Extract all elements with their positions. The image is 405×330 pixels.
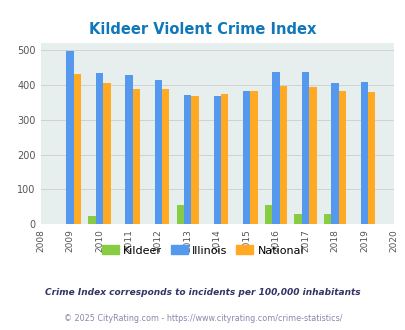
Bar (338, 91, 345, 224)
Bar (367, 92, 375, 224)
Bar (74, 74, 81, 224)
Bar (242, 91, 250, 224)
Bar (88, 216, 96, 224)
Bar (264, 205, 272, 224)
Bar (294, 214, 301, 224)
Bar (132, 89, 140, 224)
Bar (330, 83, 338, 224)
Bar (213, 96, 220, 224)
Bar (96, 73, 103, 224)
Bar (301, 72, 309, 224)
Bar (220, 94, 228, 224)
Text: © 2025 CityRating.com - https://www.cityrating.com/crime-statistics/: © 2025 CityRating.com - https://www.city… (64, 314, 341, 323)
Bar (250, 91, 257, 224)
Bar (183, 95, 191, 224)
Text: Crime Index corresponds to incidents per 100,000 inhabitants: Crime Index corresponds to incidents per… (45, 287, 360, 297)
Legend: Kildeer, Illinois, National: Kildeer, Illinois, National (97, 241, 308, 260)
Bar (125, 75, 132, 224)
Bar (309, 87, 316, 224)
Bar (279, 86, 286, 224)
Bar (191, 96, 198, 224)
Text: Kildeer Violent Crime Index: Kildeer Violent Crime Index (89, 22, 316, 37)
Bar (323, 214, 330, 224)
Bar (162, 89, 169, 224)
Bar (154, 80, 162, 224)
Bar (66, 50, 74, 224)
Bar (360, 82, 367, 224)
Bar (176, 205, 183, 224)
Bar (272, 72, 279, 224)
Bar (103, 83, 110, 224)
